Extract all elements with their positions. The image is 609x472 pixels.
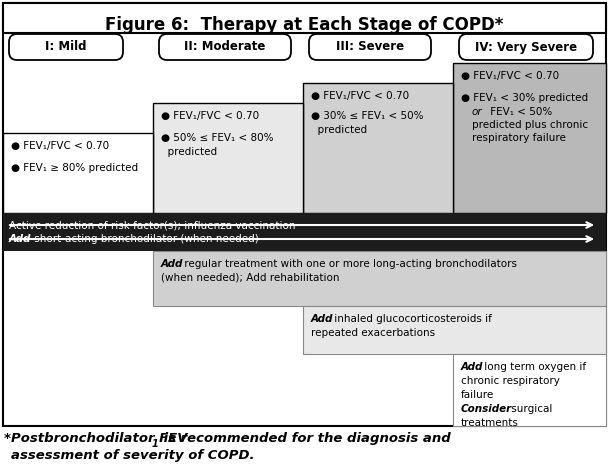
Bar: [453, 354, 606, 426]
Text: repeated exacerbations: repeated exacerbations: [311, 328, 435, 338]
Text: failure: failure: [461, 390, 495, 400]
Bar: [3, 133, 153, 213]
Text: Postbronchodilator FEV: Postbronchodilator FEV: [11, 432, 188, 445]
Text: ● FEV₁/FVC < 0.70: ● FEV₁/FVC < 0.70: [11, 141, 109, 151]
Text: treatments: treatments: [461, 418, 519, 428]
Text: III: Severe: III: Severe: [336, 41, 404, 53]
Text: Add: Add: [161, 259, 183, 269]
Text: predicted plus chronic: predicted plus chronic: [472, 120, 588, 130]
Text: assessment of severity of COPD.: assessment of severity of COPD.: [11, 449, 255, 462]
Text: regular treatment with one or more long-acting bronchodilators: regular treatment with one or more long-…: [181, 259, 517, 269]
Bar: [3, 213, 606, 251]
Bar: [153, 251, 606, 306]
Bar: [3, 3, 606, 33]
Text: predicted: predicted: [311, 125, 367, 135]
Text: Add: Add: [9, 234, 32, 244]
Text: predicted: predicted: [161, 147, 217, 157]
Bar: [303, 83, 453, 213]
Text: *: *: [4, 432, 11, 445]
Text: (when needed); Add rehabilitation: (when needed); Add rehabilitation: [161, 273, 339, 283]
Text: Active reduction of risk factor(s); influenza vaccination: Active reduction of risk factor(s); infl…: [9, 220, 295, 230]
Text: ● 30% ≤ FEV₁ < 50%: ● 30% ≤ FEV₁ < 50%: [311, 111, 423, 121]
Text: is recommended for the diagnosis and: is recommended for the diagnosis and: [159, 432, 451, 445]
Text: ● FEV₁/FVC < 0.70: ● FEV₁/FVC < 0.70: [461, 71, 559, 81]
Text: or: or: [472, 107, 482, 117]
Text: long term oxygen if: long term oxygen if: [481, 362, 586, 372]
FancyBboxPatch shape: [459, 34, 593, 60]
Text: chronic respiratory: chronic respiratory: [461, 376, 560, 386]
Text: Consider: Consider: [461, 404, 512, 414]
Text: Add: Add: [311, 314, 333, 324]
Text: ● FEV₁ ≥ 80% predicted: ● FEV₁ ≥ 80% predicted: [11, 163, 138, 173]
Text: inhaled glucocorticosteroids if: inhaled glucocorticosteroids if: [331, 314, 492, 324]
FancyBboxPatch shape: [309, 34, 431, 60]
Text: IV: Very Severe: IV: Very Severe: [475, 41, 577, 53]
Text: Figure 6:  Therapy at Each Stage of COPD*: Figure 6: Therapy at Each Stage of COPD*: [105, 16, 503, 34]
Text: short-acting bronchodilator (when needed): short-acting bronchodilator (when needed…: [31, 234, 259, 244]
Text: FEV₁ < 50%: FEV₁ < 50%: [487, 107, 552, 117]
Text: respiratory failure: respiratory failure: [472, 133, 566, 143]
Text: surgical: surgical: [508, 404, 552, 414]
Bar: [153, 103, 303, 213]
Text: I: Mild: I: Mild: [45, 41, 86, 53]
Text: 1: 1: [152, 439, 159, 449]
FancyBboxPatch shape: [9, 34, 123, 60]
Text: Add: Add: [461, 362, 484, 372]
Text: ● 50% ≤ FEV₁ < 80%: ● 50% ≤ FEV₁ < 80%: [161, 133, 273, 143]
Text: II: Moderate: II: Moderate: [185, 41, 266, 53]
Bar: [3, 3, 606, 426]
Bar: [453, 63, 606, 213]
Text: ● FEV₁ < 30% predicted: ● FEV₁ < 30% predicted: [461, 93, 588, 103]
Bar: [303, 306, 606, 354]
FancyBboxPatch shape: [159, 34, 291, 60]
Text: ● FEV₁/FVC < 0.70: ● FEV₁/FVC < 0.70: [311, 91, 409, 101]
Text: ● FEV₁/FVC < 0.70: ● FEV₁/FVC < 0.70: [161, 111, 259, 121]
